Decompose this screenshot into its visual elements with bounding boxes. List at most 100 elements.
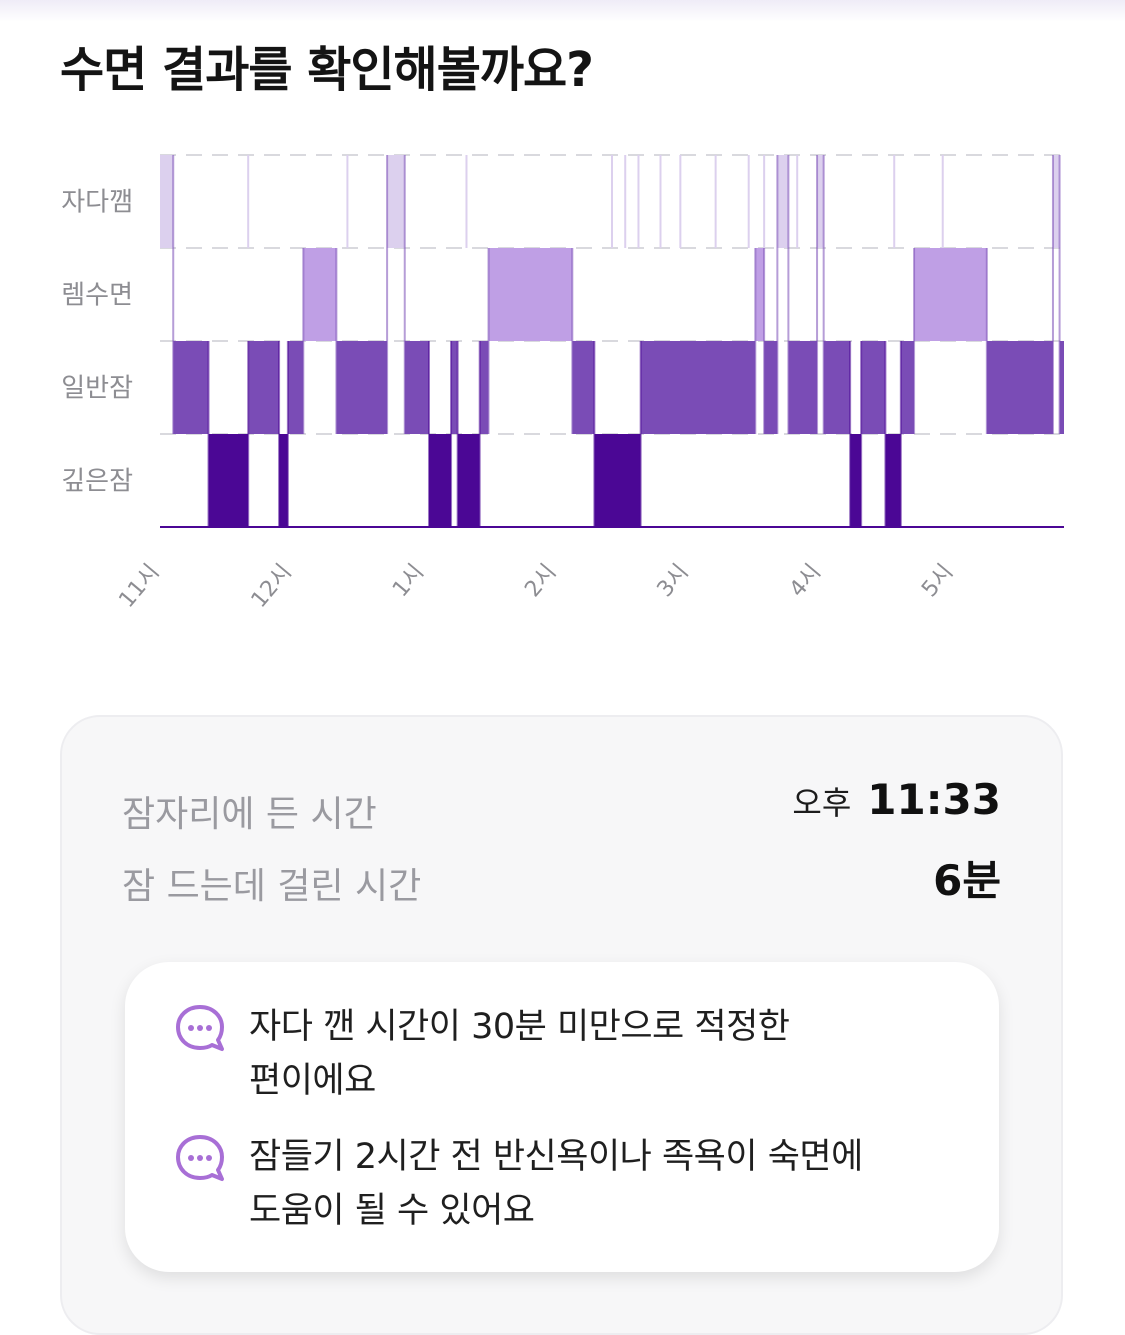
stage-segment <box>764 341 778 434</box>
stage-segment <box>1059 341 1064 434</box>
stage-segment <box>387 155 405 248</box>
brief-wake-mark <box>624 155 627 248</box>
stage-segment <box>479 341 489 434</box>
brief-wake-mark <box>763 155 766 248</box>
brief-wake-mark <box>679 155 682 248</box>
x-tick-label: 1시 <box>388 560 429 602</box>
bedtime-value: 11:33 <box>867 775 1001 824</box>
bedtime-row: 잠자리에 든 시간 오후 11:33 <box>122 775 1001 835</box>
brief-wake-mark <box>941 155 944 248</box>
stage-transition <box>478 341 481 527</box>
stage-transition <box>913 248 916 434</box>
stage-transition <box>899 341 902 527</box>
brief-wake-mark <box>247 155 250 248</box>
stage-label: 깊은잠 <box>61 467 133 497</box>
stage-segment <box>279 434 288 527</box>
stage-segment <box>572 341 595 434</box>
stage-segment <box>885 434 901 527</box>
stage-segment <box>823 341 851 434</box>
stage-transition <box>593 341 596 527</box>
x-tick-label: 4시 <box>785 560 826 602</box>
stage-transition <box>403 155 406 434</box>
brief-wake-mark <box>611 155 613 248</box>
stage-transition <box>816 155 819 434</box>
top-shade <box>0 0 1125 22</box>
stage-label: 렘수면 <box>61 281 133 311</box>
stage-transition <box>787 155 790 434</box>
stage-transition <box>302 248 305 434</box>
stage-segment <box>428 434 452 527</box>
tip-line: 잠들기 2시간 전 반신욕이나 족욕이 숙면에 <box>249 1137 863 1177</box>
stage-transition <box>386 155 389 434</box>
stage-segment <box>755 248 765 341</box>
stage-segment <box>451 341 458 434</box>
sleep-latency-value-group: 6분 <box>933 847 1001 908</box>
tip-item: 자다 깬 시간이 30분 미만으로 적정한 편이에요 <box>173 1000 933 1108</box>
x-tick-label: 2시 <box>520 560 561 602</box>
stage-transition <box>456 341 459 527</box>
stage-label: 자다깸 <box>61 188 133 218</box>
stage-segment <box>457 434 480 527</box>
tip-text: 잠들기 2시간 전 반신욕이나 족욕이 숙면에 도움이 될 수 있어요 <box>249 1130 863 1238</box>
stage-transition <box>286 341 289 527</box>
x-tick-label: 12시 <box>247 560 297 613</box>
brief-wake-mark <box>747 155 750 248</box>
chat-bubble-icon <box>176 1005 224 1051</box>
stage-segment <box>788 341 818 434</box>
stage-transition <box>278 341 281 527</box>
stage-segment <box>303 248 337 341</box>
stage-segment <box>900 341 915 434</box>
stage-segment <box>404 341 429 434</box>
stage-segment <box>336 341 388 434</box>
stage-segment <box>914 248 987 341</box>
stage-transition <box>776 155 779 434</box>
brief-wake-mark <box>796 155 799 248</box>
stage-segment <box>1052 155 1060 248</box>
stage-segment <box>986 341 1053 434</box>
stage-transition <box>487 248 490 434</box>
stage-transition <box>754 248 757 434</box>
tips-card: 자다 깬 시간이 30분 미만으로 적정한 편이에요 잠들기 2시간 전 반신욕… <box>125 962 999 1272</box>
stage-transition <box>1058 155 1061 434</box>
stage-transition <box>207 341 210 527</box>
stage-segment <box>594 434 641 527</box>
x-tick-label: 3시 <box>653 560 694 602</box>
stage-transition <box>1051 155 1054 434</box>
stage-transition <box>860 341 863 527</box>
stage-segment <box>248 341 280 434</box>
tip-line: 편이에요 <box>249 1061 376 1101</box>
stage-segment <box>208 434 249 527</box>
stage-segment <box>850 434 862 527</box>
sleep-summary-card: 잠자리에 든 시간 오후 11:33 잠 드는데 걸린 시간 6분 자다 깬 시… <box>60 715 1063 1335</box>
stage-transition <box>427 341 430 527</box>
stage-segment <box>861 341 886 434</box>
stage-transition <box>884 341 887 527</box>
tip-line: 도움이 될 수 있어요 <box>249 1191 535 1231</box>
stage-transition <box>247 341 250 527</box>
stage-segment <box>817 155 824 248</box>
stage-transition <box>571 248 574 434</box>
stage-transition <box>822 155 825 434</box>
bedtime-label: 잠자리에 든 시간 <box>122 794 377 835</box>
sleep-latency-label: 잠 드는데 걸린 시간 <box>122 866 422 907</box>
stage-transition <box>335 248 338 434</box>
stage-segment <box>640 341 756 434</box>
stage-transition <box>639 341 642 527</box>
stage-segment <box>777 155 789 248</box>
stage-label: 일반잠 <box>61 374 133 404</box>
page-title: 수면 결과를 확인해볼까요? <box>60 42 594 98</box>
chat-bubble-icon <box>176 1135 224 1181</box>
x-tick-label: 11시 <box>114 560 164 613</box>
stage-transition <box>450 341 453 527</box>
brief-wake-mark <box>637 155 640 248</box>
tip-item: 잠들기 2시간 전 반신욕이나 족욕이 숙면에 도움이 될 수 있어요 <box>173 1130 933 1238</box>
stage-transition <box>985 248 988 434</box>
stage-transition <box>763 248 766 434</box>
brief-wake-mark <box>465 155 468 248</box>
tip-text: 자다 깬 시간이 30분 미만으로 적정한 편이에요 <box>249 1000 790 1108</box>
brief-wake-mark <box>659 155 662 248</box>
stage-segment <box>160 155 174 248</box>
stage-segment <box>173 341 209 434</box>
stage-transition <box>849 341 852 527</box>
